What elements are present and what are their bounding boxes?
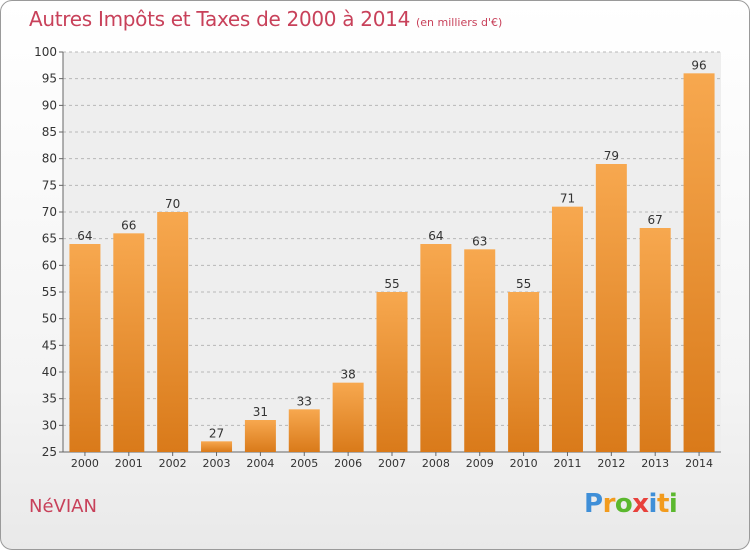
data-label: 38 <box>340 368 355 382</box>
x-tick-label: 2009 <box>466 457 494 470</box>
x-tick-label: 2006 <box>334 457 362 470</box>
x-tick-label: 2005 <box>290 457 318 470</box>
y-tick-label: 95 <box>42 72 57 86</box>
bar <box>683 73 715 452</box>
y-tick-label: 80 <box>42 152 57 166</box>
logo-letter: o <box>614 489 633 519</box>
commune-name: NéVIAN <box>29 496 97 517</box>
logo-letter: t <box>656 489 669 519</box>
x-tick-label: 2013 <box>641 457 669 470</box>
y-tick-label: 75 <box>42 178 57 192</box>
data-label: 31 <box>253 405 268 419</box>
bar <box>157 212 189 452</box>
bar <box>508 292 540 452</box>
x-tick-label: 2010 <box>510 457 538 470</box>
logo-letter: i <box>668 489 678 519</box>
chart-title-text: Autres Impôts et Taxes de 2000 à 2014 <box>29 7 410 31</box>
bar <box>69 244 101 452</box>
y-tick-label: 35 <box>42 392 57 406</box>
chart-title: Autres Impôts et Taxes de 2000 à 2014 (en… <box>29 7 502 31</box>
x-tick-label: 2004 <box>246 457 274 470</box>
logo-letter: i <box>648 489 658 519</box>
proxiti-logo: Proxiti <box>584 489 678 519</box>
x-tick-label: 2003 <box>203 457 231 470</box>
bar <box>244 420 276 452</box>
x-tick-label: 2002 <box>159 457 187 470</box>
x-tick-label: 2012 <box>597 457 625 470</box>
bar <box>113 233 145 452</box>
bar <box>332 382 364 452</box>
bar <box>551 206 583 452</box>
x-tick-label: 2008 <box>422 457 450 470</box>
x-tick-label: 2011 <box>553 457 581 470</box>
data-label: 79 <box>604 149 619 163</box>
bar <box>288 409 320 452</box>
x-tick-label: 2007 <box>378 457 406 470</box>
bar <box>376 292 408 452</box>
y-tick-label: 85 <box>42 125 57 139</box>
logo-letter: x <box>632 489 649 519</box>
data-label: 55 <box>516 277 531 291</box>
logo-letter: r <box>602 489 616 519</box>
data-label: 64 <box>77 229 92 243</box>
x-tick-label: 2000 <box>71 457 99 470</box>
y-tick-label: 45 <box>42 338 57 352</box>
data-label: 33 <box>297 394 312 408</box>
y-tick-label: 40 <box>42 365 57 379</box>
x-tick-label: 2001 <box>115 457 143 470</box>
y-tick-label: 100 <box>34 45 57 59</box>
bar <box>595 164 627 452</box>
data-label: 27 <box>209 426 224 440</box>
y-tick-label: 70 <box>42 205 57 219</box>
data-label: 67 <box>648 213 663 227</box>
y-tick-label: 25 <box>42 445 57 459</box>
data-label: 71 <box>560 192 575 206</box>
x-tick-label: 2014 <box>685 457 713 470</box>
bar <box>201 441 233 452</box>
logo-letter: P <box>584 489 603 519</box>
y-tick-label: 90 <box>42 98 57 112</box>
data-label: 63 <box>472 234 487 248</box>
data-label: 66 <box>121 218 136 232</box>
chart-unit: (en milliers d'€) <box>416 16 503 29</box>
bar <box>464 249 496 452</box>
data-label: 64 <box>428 229 443 243</box>
bar <box>639 228 671 452</box>
data-label: 70 <box>165 197 180 211</box>
y-tick-label: 65 <box>42 232 57 246</box>
y-tick-label: 30 <box>42 418 57 432</box>
data-label: 55 <box>384 277 399 291</box>
data-label: 96 <box>691 58 706 72</box>
y-tick-label: 60 <box>42 258 57 272</box>
y-tick-label: 50 <box>42 312 57 326</box>
y-tick-label: 55 <box>42 285 57 299</box>
bar <box>420 244 452 452</box>
